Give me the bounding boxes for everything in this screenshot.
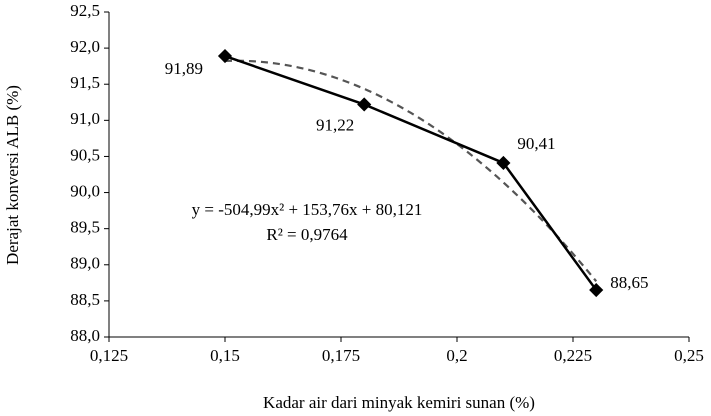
data-label: 90,41 [517, 134, 555, 153]
data-point [496, 155, 511, 171]
trendline-equation: y = -504,99x² + 153,76x + 80,121 [192, 200, 423, 219]
x-tick-label: 0,175 [322, 346, 360, 365]
data-point [589, 282, 604, 298]
y-tick-label: 91,5 [70, 73, 100, 92]
x-tick-label: 0,225 [554, 346, 592, 365]
data-point [357, 97, 372, 112]
y-tick-label: 88,5 [70, 290, 100, 309]
y-axis-title: Derajat konversi ALB (%) [3, 85, 22, 265]
y-tick-label: 89,5 [70, 218, 100, 237]
data-label: 91,89 [165, 59, 203, 78]
trendline [224, 59, 598, 282]
x-axis-title: Kadar air dari minyak kemiri sunan (%) [263, 393, 535, 412]
y-tick-label: 88,0 [70, 326, 100, 345]
x-tick-label: 0,125 [90, 346, 128, 365]
x-tick-label: 0,15 [210, 346, 240, 365]
x-tick-label: 0,2 [446, 346, 467, 365]
data-label: 91,22 [316, 115, 354, 134]
data-label: 88,65 [610, 273, 648, 292]
y-tick-label: 91,0 [70, 109, 100, 128]
trendline-r-squared: R² = 0,9764 [266, 225, 348, 244]
series-line [224, 54, 598, 291]
y-tick-label: 90,5 [70, 145, 100, 164]
y-tick-label: 92,0 [70, 37, 100, 56]
y-tick-label: 90,0 [70, 181, 100, 200]
y-tick-label: 92,5 [70, 1, 100, 20]
x-tick-label: 0,25 [674, 346, 704, 365]
y-tick-label: 89,0 [70, 254, 100, 273]
